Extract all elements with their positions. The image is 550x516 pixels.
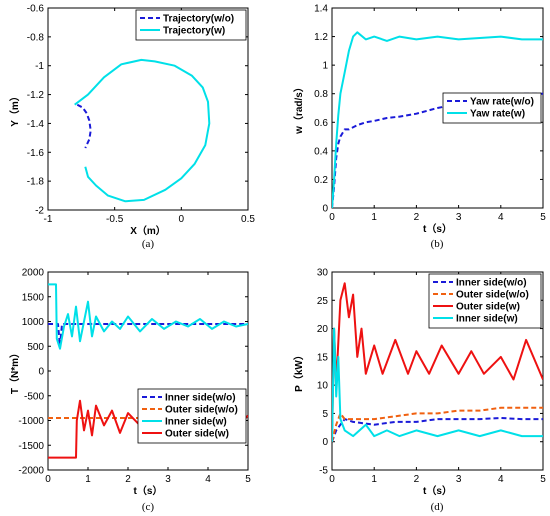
x-tick-label: 0	[45, 474, 51, 485]
x-tick-label: -0.5	[106, 214, 124, 225]
legend-label: Inner side(w)	[165, 417, 227, 428]
y-tick-label: -1.8	[27, 177, 45, 188]
panel-caption: (c)	[142, 501, 155, 513]
chart-panel-1: 0 1 2 3 4 5 0 0.2 0.4 0.6 0.8 1 1.2 1.4 Yaw rate(w/o)Y…	[292, 4, 546, 251]
y-tick-label: 0.2	[314, 175, 328, 186]
x-tick-label: 5	[245, 474, 251, 485]
y-tick-label: -5	[319, 466, 328, 477]
y-tick-label: -1500	[18, 441, 44, 452]
y-tick-label: -0.8	[27, 32, 45, 43]
y-tick-label: 2000	[22, 268, 45, 279]
legend-label: Inner side(w/o)	[456, 278, 527, 289]
y-tick-label: -500	[24, 391, 44, 402]
y-tick-label: 0.6	[314, 118, 328, 129]
x-tick-label: 0.5	[241, 214, 255, 225]
series-line-1	[332, 31, 543, 208]
legend-label: Trajectory(w)	[163, 26, 225, 37]
x-tick-label: 3	[456, 212, 462, 223]
x-axis-label: t（s）	[423, 222, 452, 235]
x-tick-label: 1	[371, 474, 377, 485]
legend-box	[442, 92, 542, 124]
y-tick-label: 1.2	[314, 32, 328, 43]
x-tick-label: -1	[44, 214, 53, 225]
x-tick-label: 4	[205, 474, 211, 485]
y-axis-label: T（N*m）	[8, 348, 21, 394]
y-tick-label: -0.6	[27, 4, 45, 15]
y-tick-label: 5	[322, 409, 328, 420]
series-line-3	[332, 327, 543, 442]
x-tick-label: 2	[414, 474, 420, 485]
y-tick-label: 1000	[22, 317, 45, 328]
legend-label: Inner side(w)	[456, 314, 518, 325]
legend-label: Yaw rate(w/o)	[470, 97, 534, 108]
y-axis-label: w（rad/s）	[292, 82, 305, 135]
x-tick-label: 0	[329, 212, 335, 223]
legend-label: Inner side(w/o)	[165, 393, 236, 404]
chart-panel-2: 0 1 2 3 4 5 2000 1500 1000 500 0 -500 -1000 -1500 -200…	[8, 268, 251, 514]
y-tick-label: 0	[38, 367, 44, 378]
y-axis-label: Y（m）	[8, 91, 21, 127]
series-line-0	[76, 103, 92, 149]
panel-caption: (b)	[431, 238, 444, 250]
legend-label: Outer side(w/o)	[456, 290, 529, 301]
y-tick-label: 500	[27, 342, 44, 353]
y-tick-label: 15	[317, 352, 329, 363]
x-axis-label: X（m）	[130, 224, 166, 237]
y-tick-label: 25	[317, 296, 329, 307]
y-axis-label: P（kW）	[292, 350, 305, 392]
legend-label: Outer side(w)	[456, 302, 520, 313]
y-tick-label: -1.6	[27, 148, 45, 159]
x-axis-label: t（s）	[423, 484, 452, 497]
y-tick-label: 1	[322, 61, 328, 72]
y-tick-label: -1	[35, 61, 44, 72]
legend-label: Outer side(w/o)	[165, 405, 238, 416]
x-tick-label: 0	[179, 214, 185, 225]
x-tick-label: 3	[165, 474, 171, 485]
y-tick-label: 20	[317, 324, 329, 335]
x-tick-label: 1	[371, 212, 377, 223]
y-tick-label: 0	[322, 204, 328, 215]
x-tick-label: 2	[125, 474, 131, 485]
y-tick-label: 10	[317, 381, 329, 392]
x-axis-label: t（s）	[134, 484, 163, 497]
x-tick-label: 3	[456, 474, 462, 485]
series-line-1	[332, 406, 543, 442]
y-tick-label: 1500	[22, 292, 45, 303]
plot-area	[47, 7, 249, 211]
x-tick-label: 5	[540, 474, 546, 485]
y-tick-label: 0.8	[314, 89, 328, 100]
y-tick-label: 30	[317, 268, 329, 279]
y-tick-label: -1.4	[27, 119, 45, 130]
legend-label: Trajectory(w/o)	[163, 14, 234, 25]
y-tick-label: -1.2	[27, 90, 45, 101]
y-tick-label: -1000	[18, 416, 44, 427]
y-tick-label: 0	[322, 437, 328, 448]
y-tick-label: -2000	[18, 466, 44, 477]
legend-box	[135, 9, 247, 41]
x-tick-label: 1	[85, 474, 91, 485]
series-line-1	[74, 58, 211, 203]
x-tick-label: 2	[414, 212, 420, 223]
y-tick-label: 0.4	[314, 146, 328, 157]
chart-panel-0: -1 -0.5 0 0.5 -0.6 -0.8 -1 -1.2 -1.4 -1.6 -1.8 -2 Tr…	[8, 4, 255, 251]
legend-label: Yaw rate(w)	[470, 109, 525, 120]
x-tick-label: 5	[540, 212, 546, 223]
series-line-2	[48, 283, 248, 350]
panel-caption: (d)	[431, 501, 444, 513]
x-tick-label: 0	[329, 474, 335, 485]
x-tick-label: 4	[498, 212, 504, 223]
legend-label: Outer side(w)	[165, 429, 229, 440]
y-tick-label: -2	[35, 206, 44, 217]
y-tick-label: 1.4	[314, 4, 328, 15]
x-tick-label: 4	[498, 474, 504, 485]
series-line-2	[332, 282, 543, 442]
series-line-0	[48, 323, 248, 348]
panel-caption: (a)	[142, 238, 155, 250]
